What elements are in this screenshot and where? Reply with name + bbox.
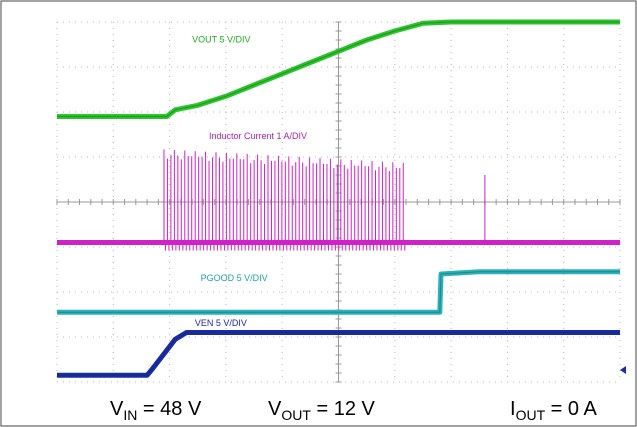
vin-condition: VIN = 48 V: [110, 398, 201, 423]
ven-trace-noise: [57, 332, 620, 376]
trace-label: VEN 5 V/DIV: [195, 318, 247, 328]
vout-value: = 12 V: [310, 398, 375, 420]
vout-trace-noise: [57, 21, 620, 117]
pgood-trace-noise: [57, 271, 620, 313]
vin-sub: IN: [123, 407, 138, 423]
trace-labels: VOUT 5 V/DIV Inductor Current 1 A/DIV PGOO…: [192, 34, 307, 328]
vout-condition: VOUT = 12 V: [268, 398, 375, 423]
iout-sub: OUT: [515, 407, 546, 423]
vin-value: = 48 V: [137, 398, 202, 420]
iout-value: = 0 A: [545, 398, 597, 420]
vout-main: V: [268, 398, 282, 420]
vin-main: V: [110, 398, 124, 420]
ven-trace: [57, 330, 620, 378]
ground-marker-icon: [620, 366, 626, 374]
trace-label: Inductor Current 1 A/DIV: [209, 131, 307, 141]
trace-label: PGOOD 5 V/DIV: [201, 273, 268, 283]
vout-trace: [57, 19, 620, 119]
vout-sub: OUT: [281, 407, 311, 423]
traces: [57, 19, 620, 378]
iout-main: I: [510, 398, 516, 420]
trace-label: VOUT 5 V/DIV: [192, 34, 250, 44]
pgood-trace: [57, 269, 620, 315]
iout-condition: IOUT = 0 A: [510, 398, 597, 423]
